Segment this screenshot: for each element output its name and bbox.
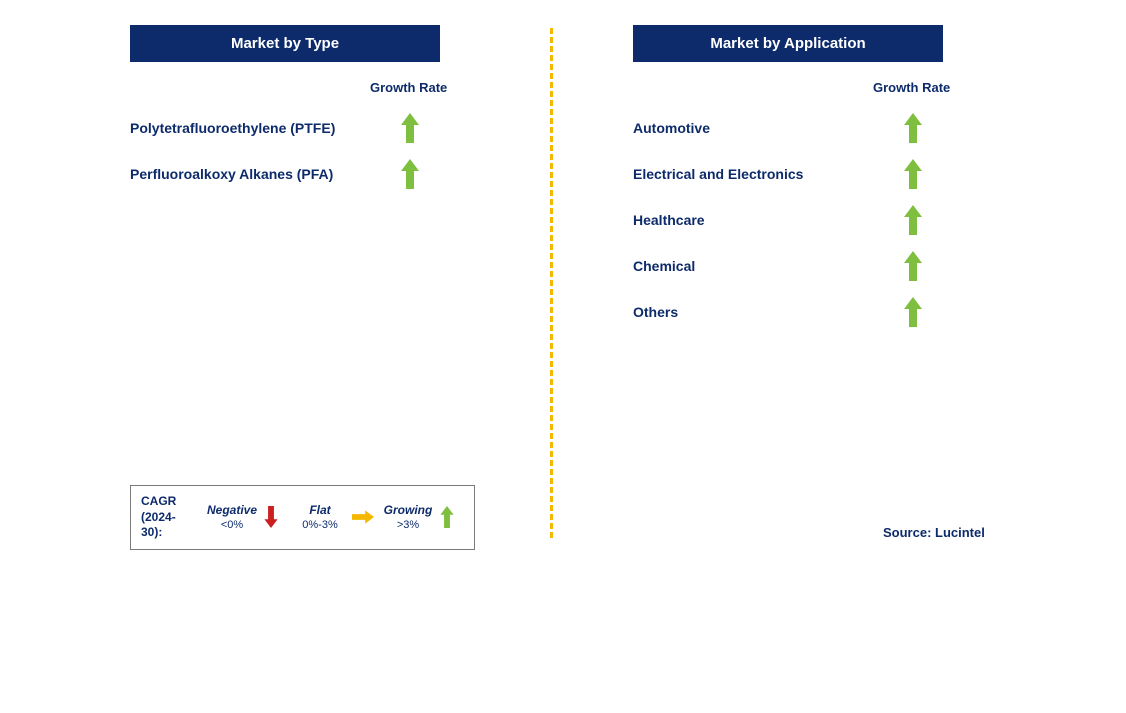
data-row: Automotive (633, 105, 1076, 151)
arrow-right-icon (352, 510, 374, 524)
growth-arrow-cell (380, 159, 440, 189)
row-label: Others (633, 304, 883, 320)
data-row: Chemical (633, 243, 1076, 289)
data-row: Perfluoroalkoxy Alkanes (PFA) (130, 151, 573, 197)
column-header-growth-right: Growth Rate (873, 80, 1076, 95)
legend-item-label: Negative (207, 503, 257, 517)
source-text: Source: Lucintel (883, 525, 985, 540)
infographic-container: Market by Type Growth Rate Polytetrafluo… (0, 0, 1126, 335)
rows-type: Polytetrafluoroethylene (PTFE) Perfluoro… (130, 105, 573, 197)
row-label: Chemical (633, 258, 883, 274)
legend-item: Growing >3% (378, 503, 438, 531)
legend-item-range: <0% (221, 519, 243, 531)
arrow-up-icon (401, 113, 419, 143)
row-label: Healthcare (633, 212, 883, 228)
legend-item-range: >3% (397, 519, 419, 531)
legend-title-line1: CAGR (141, 494, 176, 508)
data-row: Healthcare (633, 197, 1076, 243)
growth-arrow-cell (380, 113, 440, 143)
legend-items: Negative <0% Flat 0%-3% Growing >3% (202, 503, 464, 531)
growth-arrow-cell (883, 297, 943, 327)
data-row: Polytetrafluoroethylene (PTFE) (130, 105, 573, 151)
row-label: Perfluoroalkoxy Alkanes (PFA) (130, 166, 380, 182)
legend-item: Flat 0%-3% (290, 503, 350, 531)
legend-item-label: Growing (384, 503, 433, 517)
arrow-up-icon (904, 251, 922, 281)
row-label: Electrical and Electronics (633, 166, 883, 182)
legend-title-line2: (2024-30): (141, 510, 176, 540)
arrow-up-icon (401, 159, 419, 189)
data-row: Others (633, 289, 1076, 335)
growth-arrow-cell (883, 113, 943, 143)
arrow-up-icon (904, 113, 922, 143)
growth-arrow-cell (883, 251, 943, 281)
panel-market-by-application: Market by Application Growth Rate Automo… (633, 25, 1076, 335)
legend-arrow (352, 510, 376, 524)
row-label: Automotive (633, 120, 883, 136)
legend-title: CAGR (2024-30): (141, 494, 196, 541)
legend-box: CAGR (2024-30): Negative <0% Flat 0%-3% Gr… (130, 485, 475, 550)
legend-item-label: Flat (309, 503, 330, 517)
panel-market-by-type: Market by Type Growth Rate Polytetrafluo… (130, 25, 573, 335)
rows-application: Automotive Electrical and Electronics He… (633, 105, 1076, 335)
growth-arrow-cell (883, 159, 943, 189)
legend-arrow (440, 506, 464, 528)
arrow-up-icon (904, 297, 922, 327)
legend-item: Negative <0% (202, 503, 262, 531)
panel-title-application: Market by Application (633, 25, 943, 62)
arrow-down-icon (264, 506, 278, 528)
arrow-up-icon (440, 506, 454, 528)
arrow-up-icon (904, 159, 922, 189)
row-label: Polytetrafluoroethylene (PTFE) (130, 120, 380, 136)
arrow-up-icon (904, 205, 922, 235)
legend-item-range: 0%-3% (302, 519, 337, 531)
legend-arrow (264, 506, 288, 528)
column-header-growth-left: Growth Rate (370, 80, 573, 95)
data-row: Electrical and Electronics (633, 151, 1076, 197)
growth-arrow-cell (883, 205, 943, 235)
panel-title-type: Market by Type (130, 25, 440, 62)
